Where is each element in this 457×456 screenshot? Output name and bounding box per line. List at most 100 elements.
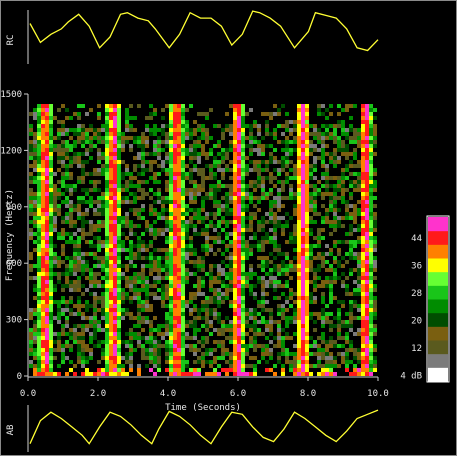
spectrogram-cell bbox=[225, 368, 229, 372]
spectrogram-cell bbox=[297, 320, 301, 324]
spectrogram-cell bbox=[233, 168, 237, 172]
spectrogram-cell bbox=[105, 288, 109, 292]
spectrogram-cell bbox=[301, 284, 305, 288]
spectrogram-cell bbox=[101, 296, 105, 300]
spectrogram-cell bbox=[69, 148, 73, 152]
spectrogram-cell bbox=[353, 180, 357, 184]
spectrogram-cell bbox=[117, 300, 121, 304]
spectrogram-cell bbox=[361, 104, 365, 108]
spectrogram-cell bbox=[281, 156, 285, 160]
spectrogram-cell bbox=[85, 220, 89, 224]
spectrogram-cell bbox=[125, 196, 129, 200]
spectrogram-cell bbox=[49, 264, 53, 268]
spectrogram-cell bbox=[61, 244, 65, 248]
spectrogram-cell bbox=[77, 256, 81, 260]
spectrogram-cell bbox=[357, 160, 361, 164]
spectrogram-cell bbox=[213, 348, 217, 352]
spectrogram-cell bbox=[349, 164, 353, 168]
spectrogram-cell bbox=[129, 332, 133, 336]
spectrogram-cell bbox=[361, 276, 365, 280]
spectrogram-cell bbox=[225, 128, 229, 132]
spectrogram-cell bbox=[153, 256, 157, 260]
spectrogram-cell bbox=[173, 108, 177, 112]
spectrogram-cell bbox=[221, 136, 225, 140]
spectrogram-cell bbox=[265, 260, 269, 264]
spectrogram-cell bbox=[241, 124, 245, 128]
spectrogram-cell bbox=[261, 344, 265, 348]
spectrogram-cell bbox=[249, 192, 253, 196]
spectrogram-cell bbox=[185, 148, 189, 152]
spectrogram-cell bbox=[301, 368, 305, 372]
spectrogram-cell bbox=[137, 280, 141, 284]
spectrogram-cell bbox=[213, 276, 217, 280]
spectrogram-cell bbox=[313, 188, 317, 192]
spectrogram-cell bbox=[177, 308, 181, 312]
spectrogram-cell bbox=[341, 272, 345, 276]
spectrogram-cell bbox=[257, 248, 261, 252]
spectrogram-cell bbox=[189, 292, 193, 296]
spectrogram-cell bbox=[265, 232, 269, 236]
spectrogram-cell bbox=[241, 180, 245, 184]
spectrogram-cell bbox=[45, 272, 49, 276]
spectrogram-cell bbox=[221, 160, 225, 164]
spectrogram-cell bbox=[325, 184, 329, 188]
spectrogram-cell bbox=[245, 164, 249, 168]
spectrogram-cell bbox=[325, 364, 329, 368]
spectrogram-cell bbox=[141, 308, 145, 312]
spectrogram-cell bbox=[37, 144, 41, 148]
spectrogram-cell bbox=[301, 180, 305, 184]
spectrogram-cell bbox=[113, 208, 117, 212]
spectrogram-cell bbox=[157, 264, 161, 268]
spectrogram-cell bbox=[365, 272, 369, 276]
spectrogram-cell bbox=[77, 284, 81, 288]
colorbar-swatch bbox=[428, 285, 448, 300]
spectrogram-cell bbox=[369, 240, 373, 244]
spectrogram-cell bbox=[293, 192, 297, 196]
spectrogram-cell bbox=[241, 152, 245, 156]
spectrogram-cell bbox=[69, 224, 73, 228]
spectrogram-cell bbox=[301, 308, 305, 312]
spectrogram-cell bbox=[49, 300, 53, 304]
spectrogram-cell bbox=[133, 264, 137, 268]
spectrogram-cell bbox=[301, 304, 305, 308]
spectrogram-cell bbox=[285, 176, 289, 180]
spectrogram-cell bbox=[61, 120, 65, 124]
spectrogram-cell bbox=[65, 212, 69, 216]
spectrogram-cell bbox=[337, 112, 341, 116]
spectrogram-cell bbox=[305, 204, 309, 208]
spectrogram-cell bbox=[97, 280, 101, 284]
spectrogram-cell bbox=[177, 300, 181, 304]
spectrogram-cell bbox=[221, 240, 225, 244]
spectrogram-cell bbox=[365, 368, 369, 372]
spectrogram-cell bbox=[221, 292, 225, 296]
y-tick-label: 0 bbox=[17, 372, 22, 382]
spectrogram-cell bbox=[161, 116, 165, 120]
spectrogram-cell bbox=[257, 140, 261, 144]
spectrogram-cell bbox=[253, 368, 257, 372]
spectrogram-cell bbox=[341, 144, 345, 148]
spectrogram-cell bbox=[41, 224, 45, 228]
spectrogram-cell bbox=[213, 356, 217, 360]
spectrogram-cell bbox=[361, 280, 365, 284]
spectrogram-cell bbox=[205, 352, 209, 356]
spectrogram-cell bbox=[257, 196, 261, 200]
spectrogram-cell bbox=[221, 132, 225, 136]
spectrogram-cell bbox=[233, 368, 237, 372]
spectrogram-cell bbox=[369, 152, 373, 156]
spectrogram-cell bbox=[237, 104, 241, 108]
spectrogram-cell bbox=[37, 312, 41, 316]
spectrogram-cell bbox=[365, 120, 369, 124]
spectrogram-cell bbox=[149, 176, 153, 180]
spectrogram-cell bbox=[37, 164, 41, 168]
spectrogram-cell bbox=[201, 128, 205, 132]
spectrogram-cell bbox=[105, 148, 109, 152]
spectrogram-cell bbox=[325, 360, 329, 364]
spectrogram-cell bbox=[29, 340, 33, 344]
spectrogram-cell bbox=[113, 204, 117, 208]
spectrogram-cell bbox=[189, 220, 193, 224]
spectrogram-cell bbox=[149, 324, 153, 328]
spectrogram-cell bbox=[301, 332, 305, 336]
spectrogram-cell bbox=[169, 156, 173, 160]
spectrogram-cell bbox=[261, 176, 265, 180]
spectrogram-cell bbox=[77, 216, 81, 220]
